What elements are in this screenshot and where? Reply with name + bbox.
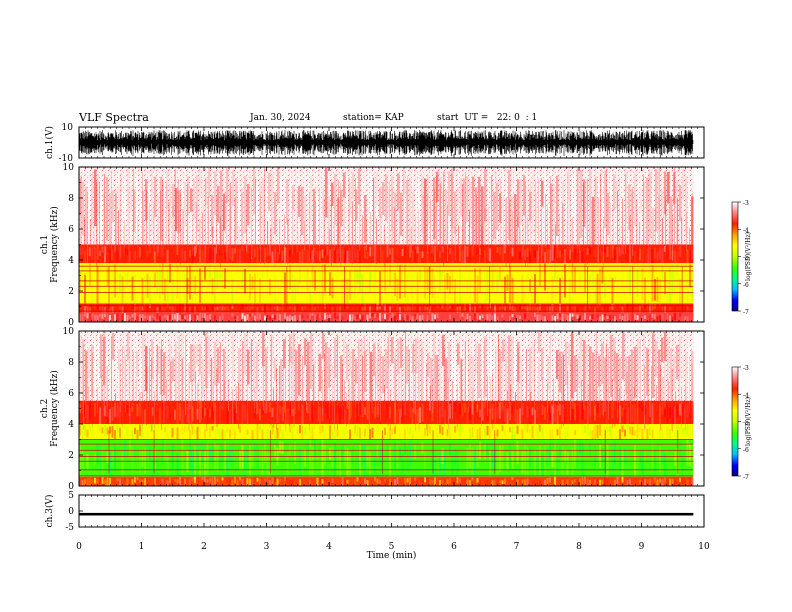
ch1-spectrogram-ylabel: ch.1	[40, 235, 50, 254]
ch1-spectrogram-band-texture	[79, 312, 694, 322]
ch2-spectrogram-band	[79, 439, 694, 477]
time-tick-label: 4	[326, 542, 332, 552]
colorbar-ch2: -3 -4 -5 -6 -7 log(PSD)(V²/Hz)	[731, 365, 752, 481]
ch1-spectrogram-band	[79, 303, 694, 313]
colorbar-ch1-tick-label: -4	[743, 227, 749, 234]
ch1-spectrogram-ytick-label: 0	[68, 318, 74, 328]
ch1-spectrogram-ytick-label: 6	[68, 225, 74, 235]
ch1-spectrogram-speckle	[79, 167, 694, 245]
colorbar-ch1-tick-label: -7	[743, 309, 749, 316]
colorbar-ch1: -3 -4 -5 -6 -7 log(PSD)(V²/Hz)	[731, 200, 752, 316]
ch2-spectrogram-band-texture	[79, 424, 694, 440]
ch1-waveform-trace	[78, 130, 694, 157]
time-tick-label: 9	[639, 542, 645, 552]
colorbar-ch2-tick-label: -3	[743, 365, 749, 372]
ch2-spectrogram-ytick-label: 8	[68, 358, 74, 368]
time-tick-label: 1	[139, 542, 145, 552]
ch1-ytick-label: -10	[59, 154, 74, 164]
ch1-spectrogram-ylabel: Frequency (kHz)	[49, 206, 60, 283]
time-axis: 0 1 2 3 4 5 6 7 8 9 10 Time (min)	[76, 542, 710, 561]
ch1-spectrogram-band	[79, 244, 694, 264]
ch2-spectrogram-speckle	[79, 331, 694, 409]
ch3-ytick-label: -5	[65, 523, 74, 533]
ch2-spectrogram-ytick-label: 2	[68, 451, 74, 461]
ch1-spectrogram-ytick-label: 8	[68, 194, 74, 204]
ch2-spectrogram-ytick-label: 4	[68, 420, 74, 430]
time-tick-label: 10	[698, 542, 710, 552]
colorbar-ch2-bar	[731, 366, 739, 477]
colorbar-ch2-tick-label: -7	[743, 474, 749, 481]
time-tick-label: 0	[76, 542, 82, 552]
start-time-label: start UT = 22: 0 : 1	[437, 113, 538, 123]
ch2-spectrogram-ytick-label: 6	[68, 389, 74, 399]
colorbar-ch2-tick-label: -4	[743, 392, 749, 399]
ch2-spectrogram-ylabel: ch.2	[40, 399, 50, 418]
ch1-spectrogram-ytick-label: 4	[68, 256, 74, 266]
colorbar-ch1-tick-label: -3	[743, 200, 749, 207]
ch3-waveform-frame	[78, 494, 705, 528]
ch2-spectrogram-band	[79, 476, 694, 486]
time-tick-label: 5	[389, 542, 395, 552]
ch1-spectrogram-ytick-label: 10	[63, 163, 75, 173]
ch1-spectrogram-band-texture	[79, 244, 694, 264]
ch3-waveform-ylabel: ch.3(V)	[44, 495, 55, 528]
time-tick-label: 7	[514, 542, 520, 552]
ch1-spectrogram-panel: 0 2 4 6 8 10 ch.1 Frequency (kHz)	[40, 163, 705, 328]
time-tick-label: 2	[201, 542, 207, 552]
ch2-spectrogram-panel: 0 2 4 6 8 10 ch.2 Frequency (kHz)	[40, 327, 705, 492]
ch1-ytick-label: 10	[62, 123, 74, 133]
ch2-spectrogram-band	[79, 424, 694, 440]
colorbar-ch1-tick-label: -6	[743, 282, 749, 289]
colorbar-ch2-tick-label: -5	[743, 420, 749, 427]
ch2-spectrogram-ytick-label: 10	[63, 327, 75, 337]
colorbar-ch2-label: log(PSD)(V²/Hz)	[745, 397, 752, 446]
colorbar-ch1-label: log(PSD)(V²/Hz)	[745, 232, 752, 281]
station-label: station= KAP	[343, 113, 404, 123]
ch2-spectrogram-ylabel: Frequency (kHz)	[49, 370, 60, 447]
ch2-spectrogram-band-texture	[79, 476, 694, 486]
time-axis-label: Time (min)	[367, 550, 417, 561]
time-tick-label: 6	[451, 542, 457, 552]
time-tick-label: 8	[576, 542, 582, 552]
ch1-spectrogram-ytick-label: 2	[68, 287, 74, 297]
colorbar-ch1-tick-label: -5	[743, 255, 749, 262]
ch3-waveform-panel: 5 0 -5 ch.3(V)	[44, 491, 705, 533]
colorbar-ch1-bar	[731, 201, 739, 312]
date-label: Jan. 30, 2024	[250, 113, 311, 123]
ch2-spectrogram-ytick-label: 0	[68, 482, 74, 492]
ch1-waveform-panel: 10 -10 ch.1(V)	[44, 123, 705, 164]
ch1-waveform-ylabel: ch.1(V)	[44, 126, 55, 159]
ch3-ytick-label: 5	[68, 491, 74, 501]
chart-title: VLF Spectra	[79, 111, 149, 124]
ch1-spectrogram-band	[79, 263, 694, 304]
ch3-waveform-trace	[79, 512, 694, 516]
ch1-spectrogram-band	[79, 312, 694, 322]
colorbar-ch2-tick-label: -6	[743, 447, 749, 454]
ch3-ytick-label: 0	[68, 507, 74, 517]
time-tick-label: 3	[264, 542, 270, 552]
